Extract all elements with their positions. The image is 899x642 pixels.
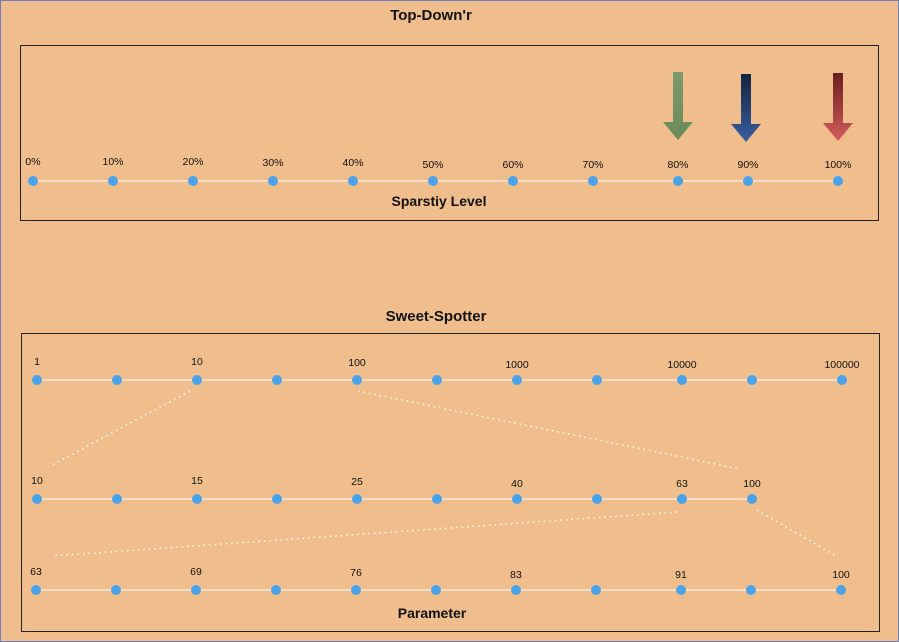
- param-tick-dot: [192, 375, 202, 385]
- param-tick-dot: [271, 585, 281, 595]
- param-tick-dot: [677, 494, 687, 504]
- param-tick-dot: [747, 494, 757, 504]
- param-tick-label: 100: [743, 478, 761, 490]
- top-tick-label: 50%: [422, 159, 443, 171]
- param-tick-dot: [111, 585, 121, 595]
- param-tick-dot: [192, 494, 202, 504]
- param-tick-label: 15: [191, 475, 203, 487]
- top-tick-dot: [833, 176, 843, 186]
- zoom-connector-right: [357, 390, 741, 470]
- param-tick-label: 100: [832, 569, 850, 581]
- param-tick-dot: [31, 585, 41, 595]
- bottom-axis-label: Parameter: [397, 605, 467, 621]
- top-tick-dot: [428, 176, 438, 186]
- param-tick-dot: [676, 585, 686, 595]
- param-tick-label: 69: [190, 566, 202, 578]
- param-tick-dot: [32, 375, 42, 385]
- param-tick-label: 10: [31, 475, 43, 487]
- top-tick-dot: [508, 176, 518, 186]
- param-tick-dot: [352, 494, 362, 504]
- param-tick-dot: [351, 585, 361, 595]
- top-tick-label: 10%: [102, 156, 123, 168]
- param-tick-dot: [836, 585, 846, 595]
- bottom-panel: [21, 333, 880, 632]
- top-tick-dot: [268, 176, 278, 186]
- param-tick-dot: [32, 494, 42, 504]
- param-tick-dot: [352, 375, 362, 385]
- down-arrow-icon: [823, 73, 853, 141]
- param-tick-dot: [511, 585, 521, 595]
- top-title: Top-Down'r: [390, 7, 472, 24]
- top-tick-dot: [28, 176, 38, 186]
- param-tick-dot: [112, 494, 122, 504]
- param-tick-label: 83: [510, 569, 522, 581]
- top-panel: [20, 45, 879, 221]
- param-tick-dot: [431, 585, 441, 595]
- param-tick-dot: [837, 375, 847, 385]
- top-tick-label: 40%: [342, 157, 363, 169]
- param-tick-label: 100000: [824, 359, 859, 371]
- param-tick-dot: [677, 375, 687, 385]
- param-tick-dot: [272, 375, 282, 385]
- top-tick-dot: [743, 176, 753, 186]
- top-tick-label: 80%: [667, 159, 688, 171]
- top-tick-dot: [108, 176, 118, 186]
- param-tick-dot: [592, 375, 602, 385]
- param-tick-dot: [746, 585, 756, 595]
- top-axis-label: Sparstiy Level: [391, 193, 487, 209]
- param-tick-label: 10: [191, 356, 203, 368]
- zoom-connector-right: [756, 509, 837, 557]
- param-tick-dot: [432, 494, 442, 504]
- top-tick-label: 100%: [825, 159, 852, 171]
- param-tick-dot: [512, 375, 522, 385]
- param-tick-dot: [272, 494, 282, 504]
- param-tick-dot: [591, 585, 601, 595]
- param-tick-label: 63: [676, 478, 688, 490]
- param-tick-dot: [512, 494, 522, 504]
- top-tick-dot: [188, 176, 198, 186]
- param-tick-label: 10000: [667, 359, 696, 371]
- zoom-connector-left: [51, 511, 678, 557]
- top-tick-dot: [588, 176, 598, 186]
- top-tick-dot: [348, 176, 358, 186]
- param-tick-label: 76: [350, 567, 362, 579]
- param-tick-label: 1: [34, 356, 40, 368]
- param-tick-dot: [747, 375, 757, 385]
- top-tick-label: 60%: [502, 159, 523, 171]
- top-tick-dot: [673, 176, 683, 186]
- top-tick-label: 30%: [262, 157, 283, 169]
- top-tick-label: 20%: [182, 156, 203, 168]
- down-arrow-icon: [731, 74, 761, 142]
- param-tick-label: 1000: [505, 359, 529, 371]
- param-tick-label: 100: [348, 357, 366, 369]
- param-tick-label: 25: [351, 476, 363, 488]
- zoom-connector-left: [51, 390, 191, 466]
- param-tick-dot: [592, 494, 602, 504]
- top-tick-label: 90%: [737, 159, 758, 171]
- top-tick-label: 70%: [582, 159, 603, 171]
- param-tick-label: 40: [511, 478, 523, 490]
- down-arrow-icon: [663, 72, 693, 140]
- param-tick-dot: [432, 375, 442, 385]
- param-tick-label: 63: [30, 566, 42, 578]
- top-tick-label: 0%: [25, 156, 40, 168]
- bottom-title: Sweet-Spotter: [385, 308, 487, 325]
- param-tick-label: 91: [675, 569, 687, 581]
- param-tick-dot: [191, 585, 201, 595]
- param-tick-dot: [112, 375, 122, 385]
